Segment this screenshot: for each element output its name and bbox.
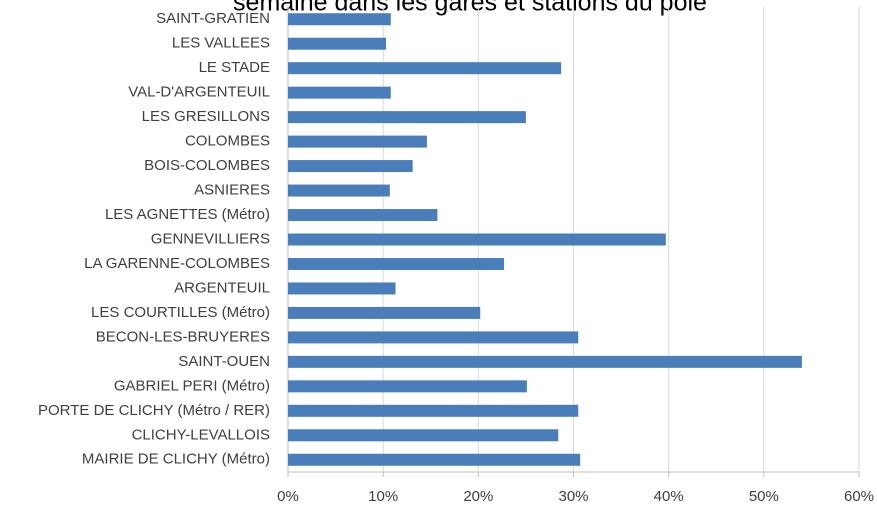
x-tick-label: 10% xyxy=(368,488,398,505)
x-tick-label: 60% xyxy=(844,488,874,505)
bar xyxy=(288,37,387,50)
bar xyxy=(288,209,438,222)
y-tick-label: LES GRESILLONS xyxy=(142,108,270,125)
y-tick-label: LES VALLEES xyxy=(172,35,270,52)
y-tick-label: SAINT-GRATIEN xyxy=(156,10,270,27)
y-tick-label: BECON-LES-BRUYERES xyxy=(96,328,270,345)
y-tick-label: BOIS-COLOMBES xyxy=(144,157,270,174)
y-tick-label: PORTE DE CLICHY (Métro / RER) xyxy=(38,402,270,419)
x-tick-label: 50% xyxy=(749,488,779,505)
y-tick-label: LES AGNETTES (Métro) xyxy=(105,206,270,223)
bar xyxy=(288,86,391,99)
x-tick-label: 0% xyxy=(277,488,299,505)
bar xyxy=(288,160,413,173)
bar xyxy=(288,355,802,368)
x-tick-label: 30% xyxy=(558,488,588,505)
chart-title: semaine dans les gares et stations du pô… xyxy=(233,0,707,17)
y-tick-label: SAINT-OUEN xyxy=(178,353,270,370)
y-tick-label: LES COURTILLES (Métro) xyxy=(91,304,270,321)
y-tick-label: VAL-D'ARGENTEUIL xyxy=(128,84,270,101)
y-tick-label: GENNEVILLIERS xyxy=(151,230,270,247)
y-tick-label: ASNIERES xyxy=(194,182,270,199)
bar xyxy=(288,233,666,246)
bar xyxy=(288,453,581,466)
bar xyxy=(288,135,427,148)
bar xyxy=(288,257,505,270)
bar xyxy=(288,62,562,75)
y-tick-label: ARGENTEUIL xyxy=(174,279,270,296)
x-tick-label: 40% xyxy=(654,488,684,505)
y-tick-label: MAIRIE DE CLICHY (Métro) xyxy=(82,451,270,468)
bar xyxy=(288,306,481,319)
y-tick-label: LE STADE xyxy=(199,59,270,76)
y-tick-label: GABRIEL PERI (Métro) xyxy=(114,377,270,394)
y-tick-label: COLOMBES xyxy=(185,133,270,150)
bar xyxy=(288,13,391,26)
bar xyxy=(288,282,396,295)
bar xyxy=(288,429,559,442)
y-tick-label: CLICHY-LEVALLOIS xyxy=(132,426,270,443)
bar xyxy=(288,184,390,197)
bar xyxy=(288,404,579,417)
bar xyxy=(288,111,526,124)
y-tick-label: LA GARENNE-COLOMBES xyxy=(84,255,270,272)
bar xyxy=(288,331,579,344)
bar xyxy=(288,380,527,393)
x-tick-label: 20% xyxy=(463,488,493,505)
